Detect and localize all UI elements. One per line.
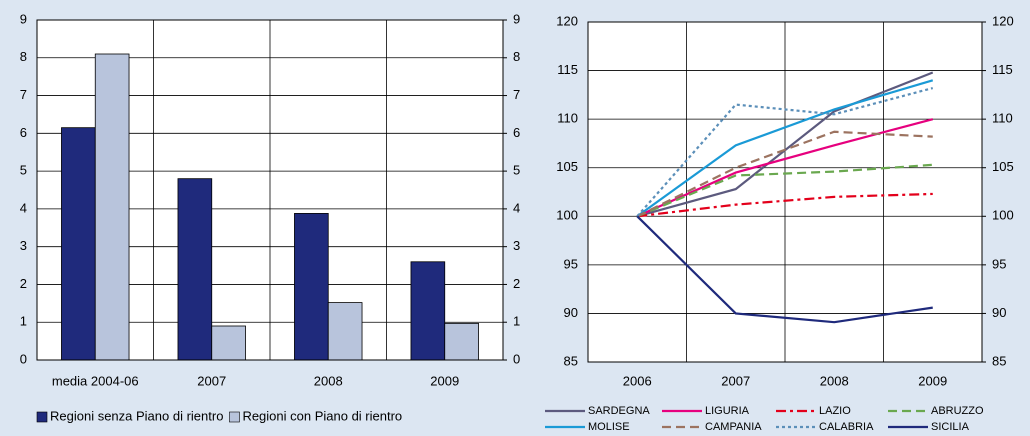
legend-label: Regioni con Piano di rientro xyxy=(242,408,402,423)
legend-label: ABRUZZO xyxy=(931,405,984,417)
plot-border xyxy=(587,21,983,363)
line xyxy=(636,118,934,218)
line xyxy=(636,86,934,218)
legend-label: Regioni senza Piano di rientro xyxy=(50,408,223,423)
y2-tick-label: 110 xyxy=(992,111,1013,126)
x-tick-label: 2007 xyxy=(197,373,226,388)
y-tick-label: 4 xyxy=(20,200,27,215)
y2-tick-label: 85 xyxy=(992,353,1006,368)
y-tick-label: 9 xyxy=(20,11,27,26)
x-tick-label: media 2004-06 xyxy=(52,373,139,388)
x-tick-label: 2006 xyxy=(623,373,652,388)
bar xyxy=(211,325,246,361)
y-tick-label: 110 xyxy=(557,111,578,126)
legend-label: SICILIA xyxy=(931,421,970,433)
x-tick-label: 2009 xyxy=(918,373,947,388)
y-tick-label: 115 xyxy=(557,62,578,77)
y-tick-label: 6 xyxy=(20,125,27,140)
legend-swatch xyxy=(36,411,48,423)
plot-border xyxy=(36,19,504,361)
legend-label: CALABRIA xyxy=(819,421,874,433)
bar xyxy=(327,302,363,361)
y-tick-label: 85 xyxy=(564,353,578,368)
y-tick-label: 3 xyxy=(20,238,27,253)
bar xyxy=(444,322,479,361)
legend-label: LIGURIA xyxy=(705,405,750,417)
line xyxy=(636,130,933,218)
line xyxy=(636,163,933,218)
y-tick-label: 7 xyxy=(20,87,27,102)
y2-tick-label: 8 xyxy=(513,49,520,64)
y2-tick-label: 4 xyxy=(513,200,520,215)
line xyxy=(636,215,933,324)
legend-label: LAZIO xyxy=(819,405,851,417)
y2-tick-label: 9 xyxy=(513,11,520,26)
legend-label: MOLISE xyxy=(588,421,630,433)
y2-tick-label: 7 xyxy=(513,87,520,102)
y2-tick-label: 115 xyxy=(992,62,1013,77)
line xyxy=(636,79,934,218)
y-tick-label: 100 xyxy=(556,208,578,223)
y-tick-label: 0 xyxy=(20,351,27,366)
y-tick-label: 8 xyxy=(20,49,27,64)
y-tick-label: 120 xyxy=(556,13,578,28)
y-tick-label: 90 xyxy=(564,305,578,320)
x-tick-label: 2008 xyxy=(820,373,849,388)
y-tick-label: 105 xyxy=(556,159,578,174)
y2-tick-label: 1 xyxy=(513,314,520,329)
bar xyxy=(94,53,130,361)
y2-tick-label: 95 xyxy=(992,256,1006,271)
y2-tick-label: 2 xyxy=(513,276,520,291)
y-tick-label: 1 xyxy=(20,314,27,329)
line xyxy=(637,192,933,218)
legend-label: SARDEGNA xyxy=(588,405,650,417)
x-tick-label: 2008 xyxy=(314,373,343,388)
bar xyxy=(294,213,329,361)
y-tick-label: 95 xyxy=(564,256,578,271)
bar xyxy=(410,261,446,361)
y2-tick-label: 120 xyxy=(992,13,1014,28)
x-tick-label: 2009 xyxy=(430,373,459,388)
bar xyxy=(61,127,96,361)
y2-tick-label: 5 xyxy=(513,163,520,178)
y2-tick-label: 6 xyxy=(513,125,520,140)
y2-tick-label: 3 xyxy=(513,238,520,253)
bar xyxy=(177,178,213,361)
y2-tick-label: 105 xyxy=(992,159,1014,174)
legend-label: CAMPANIA xyxy=(705,421,762,433)
y2-tick-label: 90 xyxy=(992,305,1006,320)
y2-tick-label: 100 xyxy=(992,208,1014,223)
y-tick-label: 2 xyxy=(20,276,27,291)
y-tick-label: 5 xyxy=(20,163,27,178)
legend-swatch xyxy=(229,411,240,423)
x-tick-label: 2007 xyxy=(721,373,750,388)
y2-tick-label: 0 xyxy=(513,351,520,366)
